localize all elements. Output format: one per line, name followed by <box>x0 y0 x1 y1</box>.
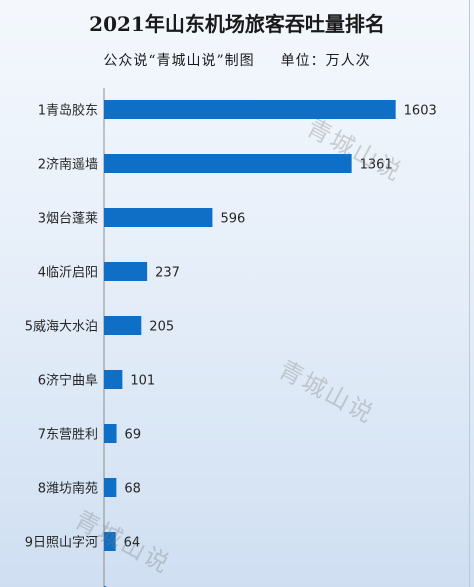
window-edge <box>469 0 470 587</box>
data-label: 237 <box>155 266 180 281</box>
category-label: 4临沂启阳 <box>38 266 98 281</box>
category-label: 3烟台蓬莱 <box>38 212 98 227</box>
data-label: 205 <box>149 320 174 335</box>
bar <box>104 478 117 497</box>
bars-group: 1青岛胶东 1603 2济南遥墙 1361 3烟台蓬莱 596 4临沂启阳 237 5威海大水泊… <box>25 100 437 587</box>
data-label: 101 <box>130 374 155 389</box>
bar <box>104 532 116 551</box>
chart-subtitle: 公众说“青城山说”制图 单位：万人次 <box>0 50 474 70</box>
bar <box>104 208 213 227</box>
bar <box>104 316 142 335</box>
data-label: 69 <box>125 428 142 443</box>
data-label: 1361 <box>360 158 393 173</box>
data-label: 64 <box>124 536 141 551</box>
category-label: 6济宁曲阜 <box>38 373 98 389</box>
category-label: 5威海大水泊 <box>25 320 98 335</box>
category-label: 9日照山字河 <box>25 536 98 551</box>
category-label: 7东营胜利 <box>38 428 98 443</box>
bar <box>104 262 148 281</box>
category-label: 2济南遥墙 <box>38 157 98 173</box>
data-label: 596 <box>220 212 245 227</box>
category-label: 8潍坊南苑 <box>38 481 98 497</box>
bar <box>104 154 352 173</box>
category-label: 1青岛胶东 <box>38 103 98 119</box>
unit-label: 单位：万人次 <box>280 53 371 69</box>
data-label: 68 <box>124 482 141 497</box>
source-label: 公众说“青城山说”制图 <box>103 53 255 69</box>
chart-title: 2021年山东机场旅客吞吐量排名 <box>89 12 385 36</box>
bar <box>104 424 117 443</box>
bar <box>104 100 396 119</box>
data-label: 1603 <box>404 104 437 119</box>
bar <box>104 370 123 389</box>
